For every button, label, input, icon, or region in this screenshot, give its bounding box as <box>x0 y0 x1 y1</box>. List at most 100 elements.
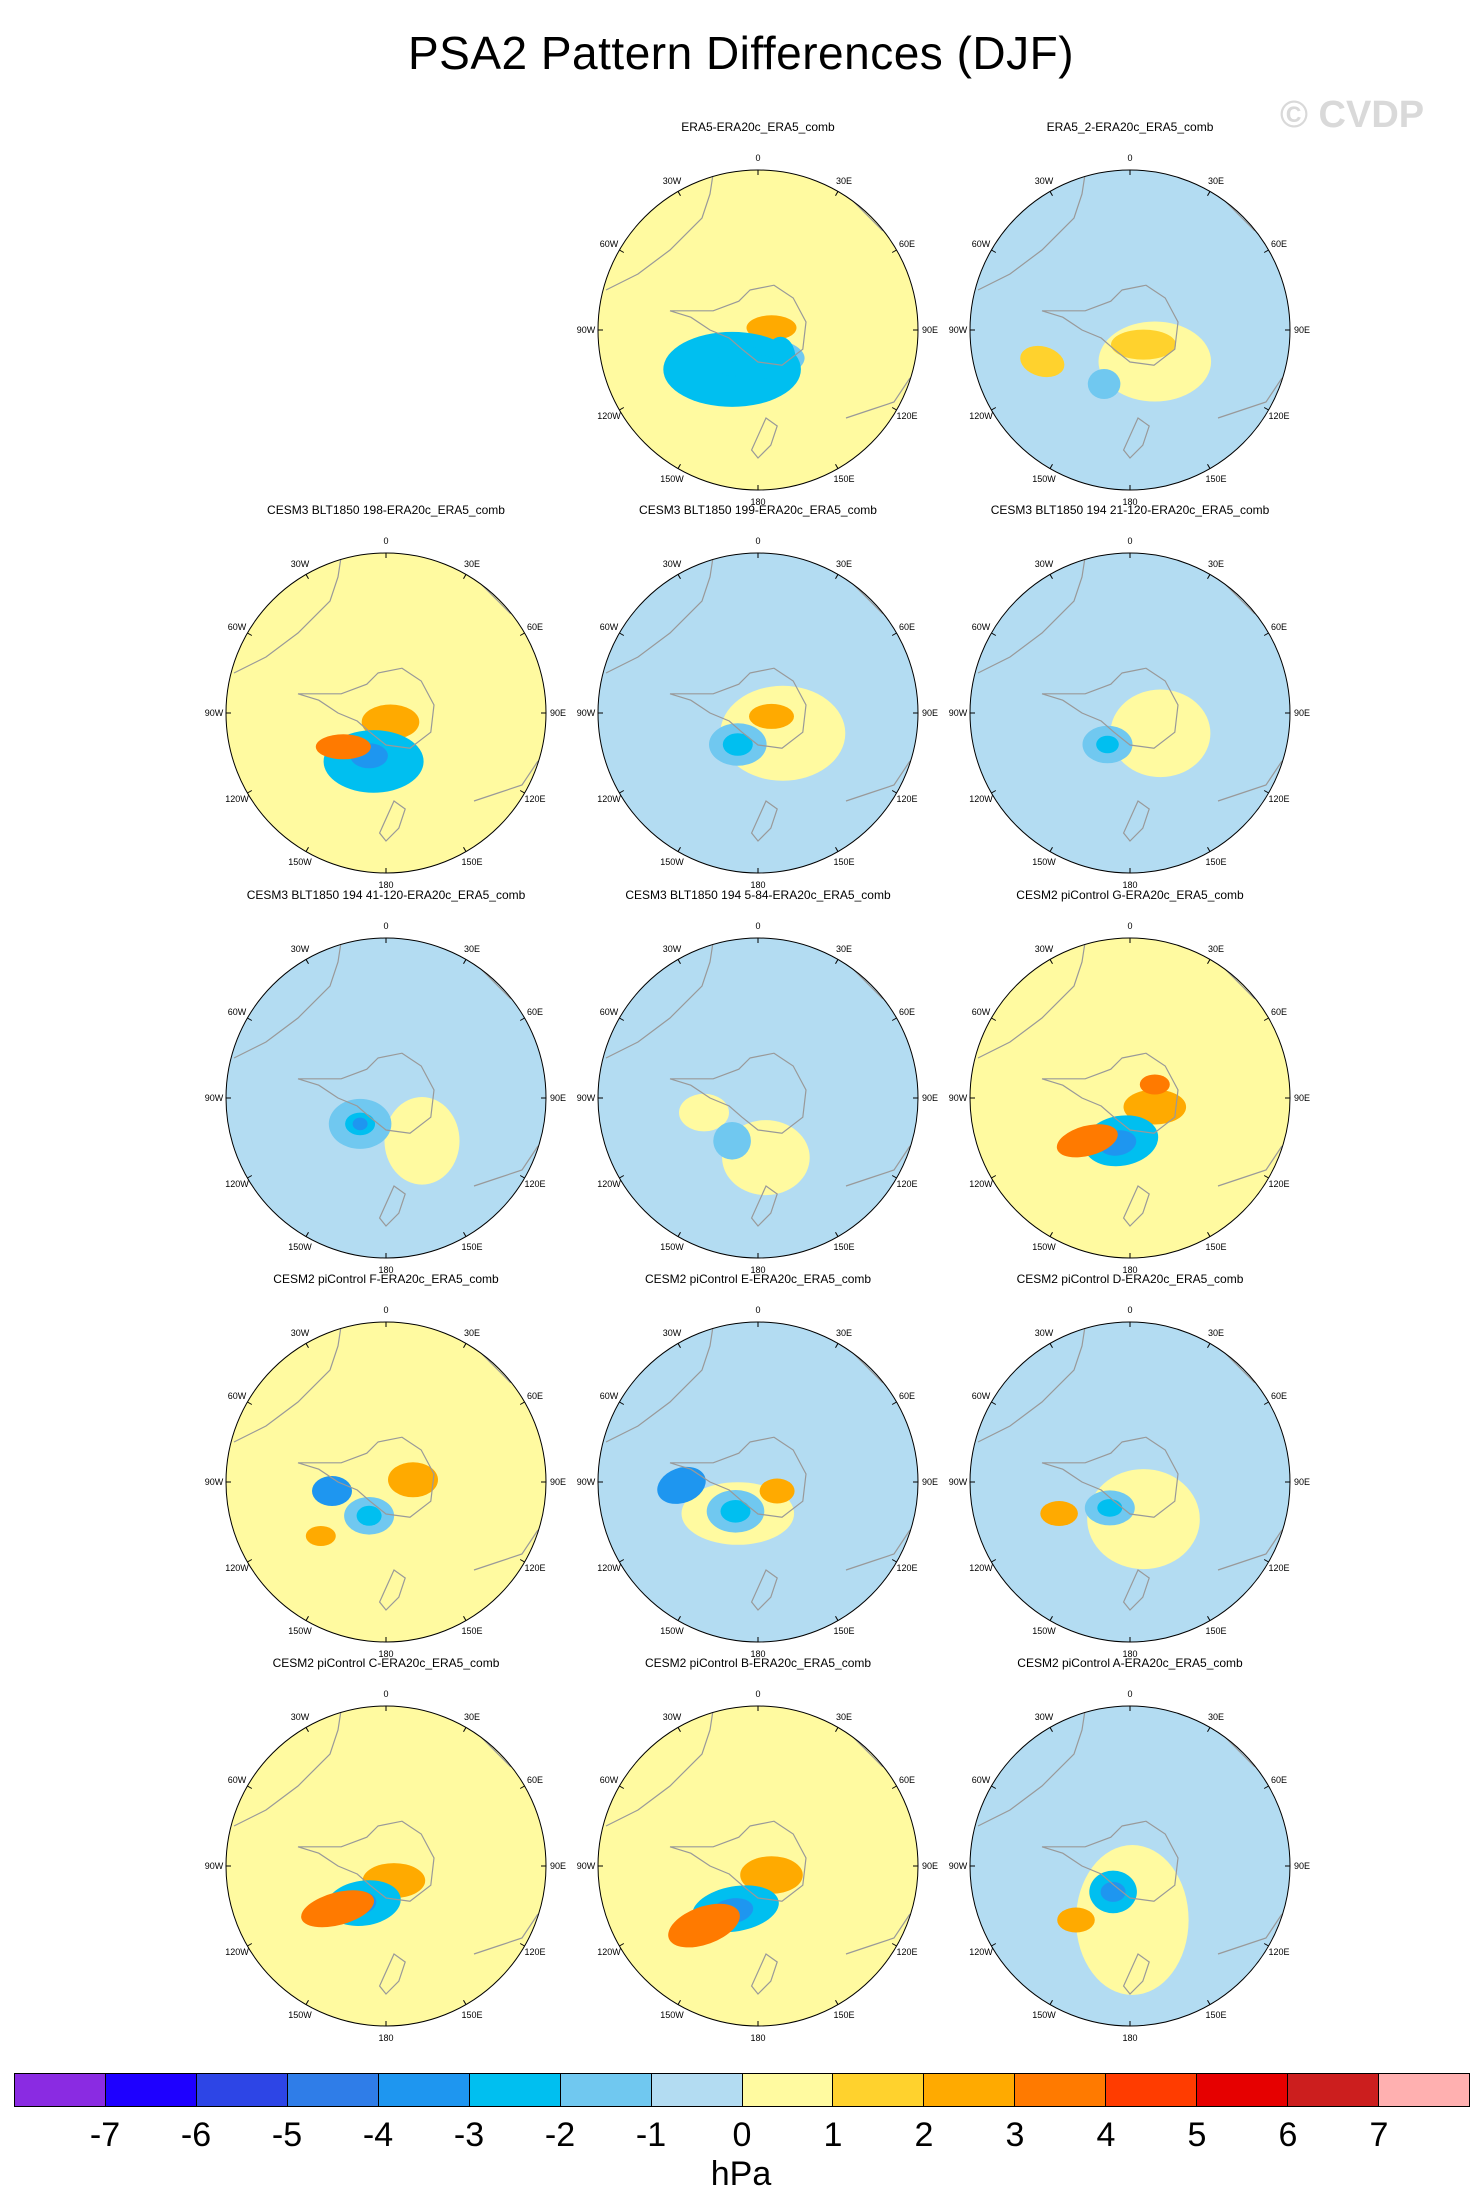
longitude-tick <box>891 407 897 411</box>
longitude-tick <box>991 407 997 411</box>
longitude-label: 90E <box>921 708 939 718</box>
panel-title: ERA5_2-ERA20c_ERA5_comb <box>1046 120 1214 134</box>
longitude-label: 150E <box>1205 1242 1227 1252</box>
longitude-tick <box>305 1999 309 2005</box>
longitude-label: 0 <box>383 921 389 931</box>
longitude-label: 120E <box>896 1179 918 1189</box>
longitude-label: 120E <box>1268 411 1290 421</box>
anomaly-contour <box>722 733 753 756</box>
colorbar-tick-label: 5 <box>1187 2116 1207 2154</box>
coastline <box>845 1145 911 1187</box>
colorbar-tick-label: 2 <box>914 2116 934 2154</box>
longitude-tick <box>835 1343 839 1349</box>
polar-map <box>225 1705 547 2027</box>
longitude-label: 90W <box>204 1861 224 1871</box>
coastline <box>233 1709 342 1827</box>
longitude-label: 120E <box>896 1947 918 1957</box>
colorbar-tick-label: -4 <box>362 2116 394 2154</box>
colorbar-swatch <box>196 2074 288 2106</box>
longitude-tick <box>519 790 525 794</box>
longitude-tick <box>1049 191 1053 197</box>
colorbar-units: hPa <box>710 2155 772 2193</box>
longitude-tick <box>619 1401 625 1405</box>
polar-map <box>597 1705 919 2027</box>
longitude-label: 150E <box>1205 2010 1227 2020</box>
longitude-label: 120W <box>597 411 621 421</box>
longitude-tick <box>677 846 681 852</box>
longitude-label: 180 <box>1122 2033 1138 2043</box>
longitude-label: 30W <box>662 559 682 569</box>
coastline <box>1041 1052 1179 1134</box>
colorbar-tick-label: -7 <box>89 2116 121 2154</box>
longitude-tick <box>619 1559 625 1563</box>
longitude-tick <box>1263 1017 1269 1021</box>
longitude-label: 150W <box>660 857 684 867</box>
longitude-tick <box>991 1401 997 1405</box>
longitude-label: 150W <box>660 1626 684 1636</box>
longitude-tick <box>247 632 253 636</box>
longitude-label: 30W <box>1034 176 1054 186</box>
longitude-tick <box>891 1559 897 1563</box>
anomaly-contour <box>679 1093 729 1132</box>
longitude-label: 120E <box>896 411 918 421</box>
longitude-label: 180 <box>750 1265 766 1275</box>
longitude-tick <box>305 959 309 965</box>
longitude-tick <box>247 1943 253 1947</box>
longitude-tick <box>519 1017 525 1021</box>
longitude-label: 0 <box>383 536 389 546</box>
longitude-tick <box>1049 1231 1053 1237</box>
coastline <box>473 760 539 802</box>
longitude-label: 150W <box>1032 474 1056 484</box>
longitude-label: 90E <box>1293 1477 1311 1487</box>
map-panel: ERA5-ERA20c_ERA5_comb 0 30E 60E 90E 120E 150E 1… <box>568 120 948 507</box>
longitude-tick <box>305 1727 309 1733</box>
coastline <box>1041 667 1179 749</box>
anomaly-contour <box>315 734 371 760</box>
map-panel: CESM2 piControl E-ERA20c_ERA5_comb 0 30E 60… <box>568 1272 948 1659</box>
longitude-tick <box>1207 959 1211 965</box>
polar-map <box>225 552 547 874</box>
colorbar-swatch <box>378 2074 470 2106</box>
map-panel: CESM2 piControl F-ERA20c_ERA5_comb 0 30E 60… <box>196 1272 576 1659</box>
longitude-tick <box>519 1559 525 1563</box>
longitude-label: 90E <box>549 1093 567 1103</box>
longitude-label: 60E <box>898 1007 916 1017</box>
longitude-tick <box>1207 1615 1211 1621</box>
longitude-tick <box>991 632 997 636</box>
longitude-label: 90W <box>576 1861 596 1871</box>
longitude-label: 60W <box>971 1007 991 1017</box>
colorbar-swatch <box>1015 2074 1107 2106</box>
anomaly-contour <box>384 1097 460 1185</box>
longitude-tick <box>891 790 897 794</box>
colorbar-swatch <box>651 2074 743 2106</box>
longitude-label: 180 <box>750 2033 766 2043</box>
colorbar-tick-label: -5 <box>271 2116 303 2154</box>
longitude-tick <box>677 959 681 965</box>
longitude-label: 60E <box>526 1775 544 1785</box>
coastline <box>1217 760 1283 802</box>
longitude-tick <box>247 790 253 794</box>
longitude-tick <box>991 1175 997 1179</box>
longitude-tick <box>991 1559 997 1563</box>
longitude-label: 150W <box>288 1626 312 1636</box>
longitude-tick <box>1049 959 1053 965</box>
longitude-label: 30W <box>662 1328 682 1338</box>
longitude-tick <box>619 1785 625 1789</box>
colorbar-tick-label: -2 <box>544 2116 576 2154</box>
panel-title: CESM2 piControl A-ERA20c_ERA5_comb <box>1017 1656 1243 1670</box>
longitude-label: 60W <box>599 1775 619 1785</box>
colorbar-tick-label: 0 <box>732 2116 752 2154</box>
map-background-field <box>226 938 546 1258</box>
longitude-tick <box>1207 574 1211 580</box>
longitude-label: 90E <box>921 1861 939 1871</box>
longitude-label: 120E <box>1268 1563 1290 1573</box>
coastline <box>750 1953 778 1995</box>
longitude-label: 150E <box>833 2010 855 2020</box>
longitude-label: 60W <box>971 1391 991 1401</box>
longitude-tick <box>891 632 897 636</box>
coastline <box>1122 800 1150 842</box>
longitude-tick <box>1207 1343 1211 1349</box>
map-panel: CESM2 piControl A-ERA20c_ERA5_comb 0 30E 60… <box>940 1656 1320 2043</box>
longitude-label: 60W <box>227 1775 247 1785</box>
coastline <box>1217 1913 1283 1955</box>
